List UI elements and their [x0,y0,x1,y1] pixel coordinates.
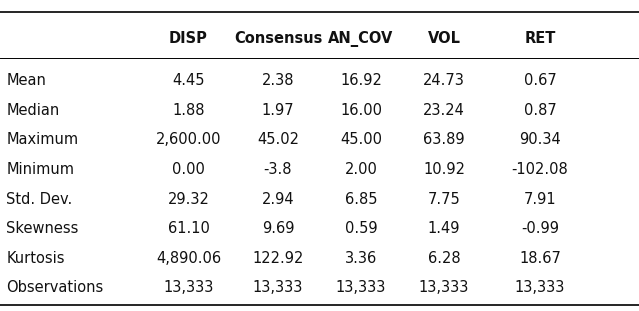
Text: Skewness: Skewness [6,221,79,236]
Text: 4,890.06: 4,890.06 [156,251,221,266]
Text: 2.00: 2.00 [344,162,378,177]
Text: 122.92: 122.92 [252,251,304,266]
Text: Mean: Mean [6,73,46,88]
Text: 16.00: 16.00 [340,103,382,118]
Text: Consensus: Consensus [234,31,322,46]
Text: AN_COV: AN_COV [328,31,394,47]
Text: 63.89: 63.89 [423,132,465,147]
Text: Median: Median [6,103,59,118]
Text: 29.32: 29.32 [167,192,210,207]
Text: 6.85: 6.85 [345,192,377,207]
Text: 13,333: 13,333 [515,280,565,295]
Text: 2.38: 2.38 [262,73,294,88]
Text: 7.91: 7.91 [523,192,557,207]
Text: Observations: Observations [6,280,104,295]
Text: Maximum: Maximum [6,132,79,147]
Text: 2.94: 2.94 [261,192,295,207]
Text: Kurtosis: Kurtosis [6,251,65,266]
Text: Minimum: Minimum [6,162,74,177]
Text: 45.02: 45.02 [257,132,299,147]
Text: -102.08: -102.08 [512,162,568,177]
Text: 0.59: 0.59 [344,221,378,236]
Text: 0.87: 0.87 [523,103,557,118]
Text: 13,333: 13,333 [253,280,303,295]
Text: 7.75: 7.75 [427,192,461,207]
Text: VOL: VOL [427,31,461,46]
Text: DISP: DISP [169,31,208,46]
Text: 10.92: 10.92 [423,162,465,177]
Text: 23.24: 23.24 [423,103,465,118]
Text: 24.73: 24.73 [423,73,465,88]
Text: 1.88: 1.88 [173,103,204,118]
Text: 3.36: 3.36 [345,251,377,266]
Text: 9.69: 9.69 [262,221,294,236]
Text: 45.00: 45.00 [340,132,382,147]
Text: 2,600.00: 2,600.00 [156,132,221,147]
Text: 1.49: 1.49 [428,221,460,236]
Text: 90.34: 90.34 [519,132,561,147]
Text: 0.00: 0.00 [172,162,205,177]
Text: 16.92: 16.92 [340,73,382,88]
Text: 13,333: 13,333 [419,280,469,295]
Text: 18.67: 18.67 [519,251,561,266]
Text: -0.99: -0.99 [521,221,559,236]
Text: Std. Dev.: Std. Dev. [6,192,73,207]
Text: 0.67: 0.67 [523,73,557,88]
Text: 1.97: 1.97 [261,103,295,118]
Text: 6.28: 6.28 [427,251,461,266]
Text: 61.10: 61.10 [167,221,210,236]
Text: 13,333: 13,333 [336,280,386,295]
Text: RET: RET [524,31,556,46]
Text: 13,333: 13,333 [164,280,213,295]
Text: -3.8: -3.8 [264,162,292,177]
Text: 4.45: 4.45 [173,73,204,88]
